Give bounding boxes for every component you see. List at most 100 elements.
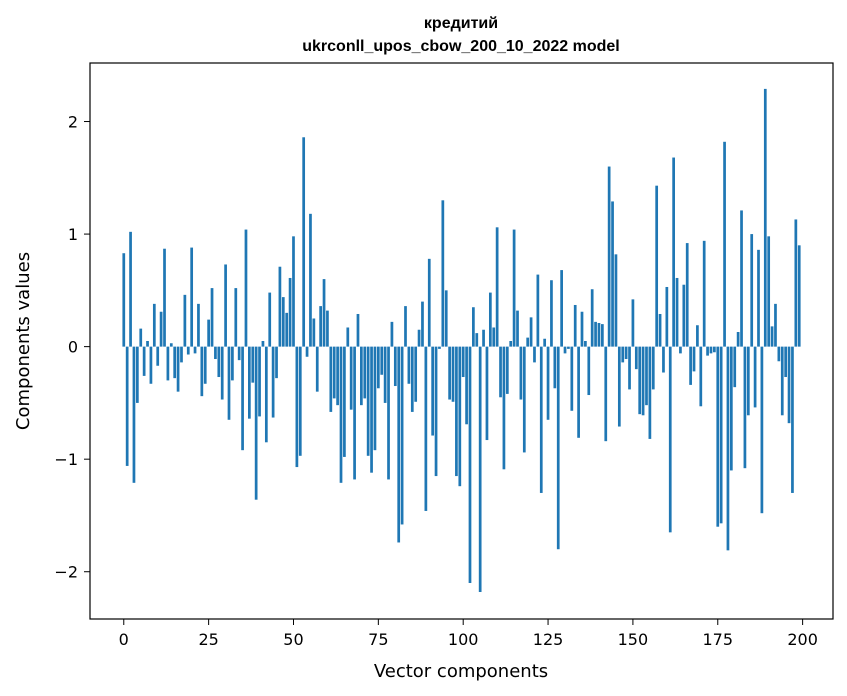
bar xyxy=(400,346,404,525)
bar xyxy=(217,346,221,378)
bar xyxy=(563,346,567,354)
bar xyxy=(482,329,485,347)
bar xyxy=(777,346,781,362)
bar xyxy=(550,280,553,347)
bar xyxy=(363,346,367,399)
bar xyxy=(353,346,356,480)
bar xyxy=(203,346,207,384)
bar xyxy=(502,346,506,470)
bar xyxy=(621,346,625,363)
bar xyxy=(237,346,241,361)
bar xyxy=(584,341,587,347)
bar xyxy=(302,137,306,347)
bar xyxy=(285,312,289,347)
bar xyxy=(332,346,336,399)
bar xyxy=(651,346,655,390)
bar xyxy=(346,327,350,347)
bar xyxy=(315,346,319,392)
bar xyxy=(757,249,760,347)
bar xyxy=(567,346,570,349)
bar xyxy=(509,341,513,347)
bar xyxy=(516,310,519,347)
bar xyxy=(210,288,214,347)
bar xyxy=(434,346,438,477)
bar xyxy=(488,292,492,347)
y-tick-label: 2 xyxy=(68,113,78,132)
bar xyxy=(641,346,645,416)
x-axis-label: Vector components xyxy=(374,661,548,682)
bar xyxy=(648,346,652,439)
bar xyxy=(383,346,387,403)
bar xyxy=(173,346,177,379)
bar xyxy=(702,240,706,347)
bar xyxy=(366,346,370,456)
x-tick-label: 175 xyxy=(702,630,733,649)
bar xyxy=(139,328,143,347)
bar xyxy=(142,346,146,376)
bar xyxy=(329,346,333,412)
bar xyxy=(156,346,160,366)
bar xyxy=(675,277,679,347)
chart-title-line1: кредитий xyxy=(424,15,498,32)
bar xyxy=(740,210,743,347)
x-tick-label: 50 xyxy=(283,630,303,649)
bar xyxy=(634,346,638,370)
y-tick-label: 1 xyxy=(68,225,78,244)
bar xyxy=(278,266,282,347)
bar xyxy=(214,346,217,360)
bar xyxy=(387,346,390,480)
bar xyxy=(295,346,299,468)
bar xyxy=(590,289,594,347)
bar xyxy=(149,346,153,384)
y-tick-label: −1 xyxy=(54,450,78,469)
bar xyxy=(495,227,499,347)
bar xyxy=(264,346,268,443)
bar xyxy=(251,346,255,383)
y-tick-label: −2 xyxy=(54,563,78,582)
bar xyxy=(594,321,597,347)
bar xyxy=(750,234,754,347)
bar xyxy=(393,346,397,387)
bar xyxy=(587,346,591,396)
bar xyxy=(444,290,448,347)
bar xyxy=(183,294,187,347)
bar xyxy=(404,306,407,347)
bar xyxy=(370,346,373,473)
bar xyxy=(472,307,475,347)
x-tick-label: 125 xyxy=(533,630,564,649)
y-axis-label: Components values xyxy=(13,252,34,430)
bar xyxy=(339,346,343,483)
bar xyxy=(746,346,750,416)
x-tick-label: 100 xyxy=(448,630,479,649)
bar xyxy=(231,346,234,381)
bar xyxy=(407,346,411,384)
bar xyxy=(519,346,523,400)
bar xyxy=(645,346,648,406)
bar xyxy=(455,346,458,477)
bar xyxy=(760,346,764,514)
bar xyxy=(417,329,421,347)
bar xyxy=(207,319,210,347)
bar xyxy=(292,236,295,347)
bar xyxy=(617,346,621,427)
bar xyxy=(475,333,479,347)
bar xyxy=(135,346,139,403)
bar xyxy=(186,346,190,355)
bar xyxy=(512,229,516,347)
bar xyxy=(326,310,329,347)
bar xyxy=(485,346,489,441)
bar xyxy=(424,346,428,511)
bar xyxy=(271,346,275,418)
bar xyxy=(360,346,363,406)
x-tick-label: 200 xyxy=(787,630,818,649)
bar xyxy=(597,322,601,347)
bar xyxy=(767,236,771,347)
bar xyxy=(770,326,774,347)
bar xyxy=(624,346,628,360)
bar xyxy=(227,346,231,420)
bar xyxy=(125,346,129,466)
y-tick-label: 0 xyxy=(68,338,78,357)
bar xyxy=(794,219,798,347)
bar xyxy=(611,201,614,347)
